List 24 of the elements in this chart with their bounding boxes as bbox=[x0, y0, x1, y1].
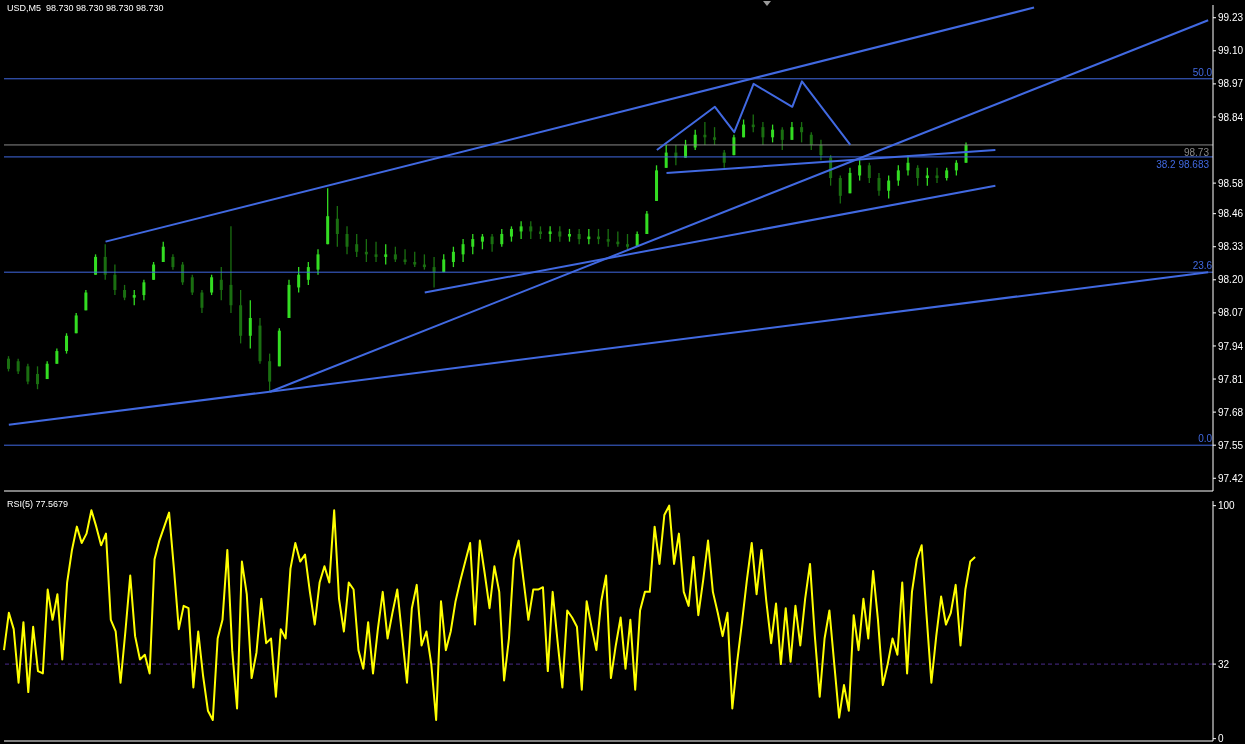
y-tick-label: 97.94 bbox=[1218, 340, 1244, 352]
y-tick-label: 98.46 bbox=[1218, 208, 1244, 220]
ref-line-label: 98.73 bbox=[1183, 147, 1210, 159]
y-tick-label: 98.84 bbox=[1218, 111, 1244, 123]
y-tick-label: 100 bbox=[1218, 500, 1236, 512]
y-tick-label: 98.58 bbox=[1218, 177, 1244, 189]
annotation: 0.0 bbox=[1198, 433, 1213, 445]
annotation: 23.6 bbox=[1192, 260, 1213, 272]
chart-title: RSI(5) 77.5679 bbox=[7, 499, 69, 509]
annotation: 50.0 bbox=[1192, 66, 1213, 78]
chart-title: USD,M5 98.730 98.730 98.730 98.730 bbox=[7, 3, 164, 13]
y-tick-label: 98.33 bbox=[1218, 241, 1244, 253]
ref-line-label: 38.2 98.683 bbox=[1156, 159, 1210, 171]
y-tick-label: 98.07 bbox=[1218, 307, 1244, 319]
y-tick-label: 32 bbox=[1218, 658, 1230, 670]
y-tick-label: 97.68 bbox=[1218, 406, 1244, 418]
y-tick-label: 97.81 bbox=[1218, 373, 1244, 385]
y-tick-label: 98.97 bbox=[1218, 78, 1244, 90]
y-tick-label: 98.20 bbox=[1218, 274, 1244, 286]
y-tick-label: 99.10 bbox=[1218, 45, 1244, 57]
y-tick-label: 0 bbox=[1218, 733, 1224, 744]
y-tick-label: 99.23 bbox=[1218, 12, 1244, 24]
y-tick-label: 97.42 bbox=[1218, 472, 1244, 484]
y-tick-label: 97.55 bbox=[1218, 439, 1244, 451]
